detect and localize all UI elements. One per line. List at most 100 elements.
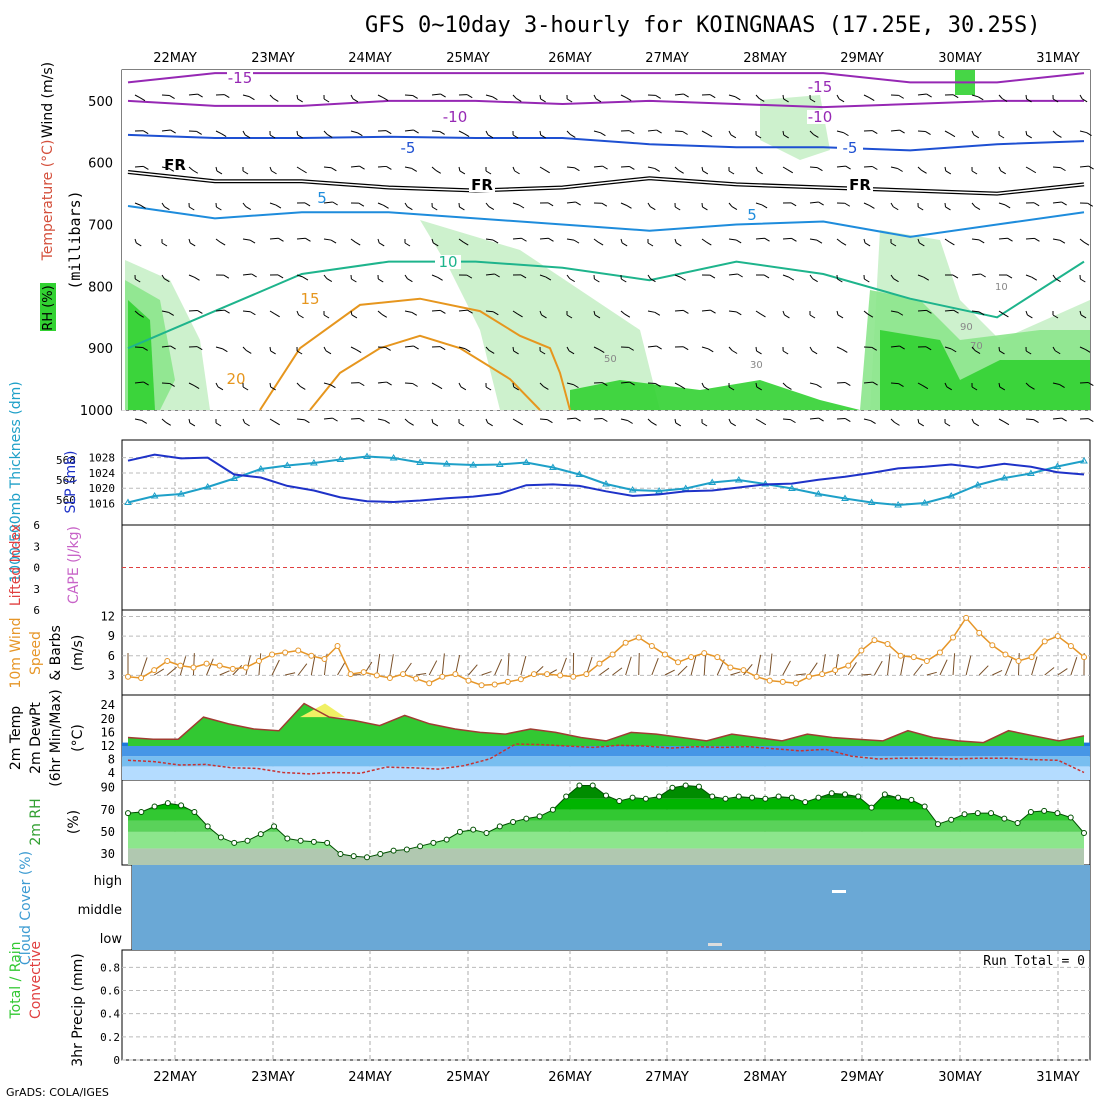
wind10m-marker [1041,638,1048,645]
wind-barb-flag [485,170,492,175]
wind-barb [998,418,1005,423]
date-label-top: 25MAY [446,51,490,66]
wind-barb-flag [439,346,446,351]
wind-barb-flag [892,206,899,211]
wind10m-barb [258,653,262,676]
wind-barb [539,166,545,171]
wind-barb-flag [816,384,822,389]
wind-barb-flag [271,170,277,175]
wind-barb-flag [735,96,741,101]
y-tick-label-temp: 12 [101,739,115,753]
wind10m-barb [887,653,891,676]
wind-barb-flag [654,168,660,172]
wind-barb-flag [926,309,932,314]
wind10m-marker [400,671,407,678]
wind-barb [485,273,495,276]
wind10m-barb [952,653,956,676]
wind10m-marker [845,662,852,669]
wind-barb [917,418,920,424]
wind-barb [674,382,681,387]
wind-barb-flag [1055,278,1061,283]
wind-barb [566,201,576,204]
isotherm-label: FR [164,156,186,174]
wind-barb-flag [598,349,605,353]
wind-barb-flag [731,206,738,210]
wind-barb-flag [326,278,333,283]
wind-barb-flag [655,383,661,387]
wind-barb-flag [300,386,306,390]
wind10m-marker [413,675,420,682]
wind-barb [350,94,354,100]
wind-barb-flag [521,237,527,242]
wind-barb [971,273,981,276]
wind-barb-flag [298,314,304,319]
isotherm-label: -5 [401,139,416,157]
wind-barb [485,418,489,424]
wind-barb-flag [216,206,222,211]
wind-barb [836,310,839,316]
wind-barb-flag [136,242,142,247]
wind-barb-flag [872,381,878,386]
wind-barb [755,382,758,388]
wind-barb [998,310,1004,315]
wind-barb [917,238,920,244]
wind-barb [296,382,301,387]
wind10m-marker [779,678,786,685]
wind-barb-flag [142,347,148,351]
wind10m-barb [1057,668,1068,676]
wind-barb-flag [872,130,878,135]
temperature-warm-area [300,703,345,718]
wind-barb-flag [466,94,473,99]
wind10m-marker [622,639,629,646]
wind10m-marker [1002,651,1009,658]
wind10m-barb [245,655,251,676]
wind-barb-flag [728,170,735,175]
temperature-area [128,703,1084,746]
wind-barb-flag [250,311,256,316]
thickness-marker [363,452,371,459]
wind-barb-flag [980,273,986,278]
isotherm-label: 5 [317,189,327,207]
wind-barb-flag [269,134,276,139]
wind-barb [890,274,894,279]
wind10m-marker [832,667,839,674]
wind-barb [1025,94,1028,100]
thickness-marker [1027,469,1035,476]
wind-barb-flag [946,386,953,391]
y-axis-label-rh-b: (%) [66,810,82,834]
wind-barb-flag [923,276,929,281]
wind-barb-flag [974,206,981,210]
wind-barb [323,274,328,279]
wind-barb [566,382,574,386]
wind-barb [242,310,251,313]
wind-barb-flag [305,237,311,242]
wind-barb-flag [463,133,470,138]
date-label-top: 28MAY [743,51,787,66]
wind-barb-flag [170,129,176,134]
thickness-marker [150,492,159,499]
thickness-marker [575,470,584,477]
wind-barb-flag [517,313,523,318]
wind-barb-flag [1061,201,1067,206]
wind-barb-flag [351,278,357,283]
wind10m-barb [481,671,492,676]
chart-marks: 22MAY 22MAY 23MAY 23MAY 24MAY 24MAY 25MAY 25MAY… [8,51,1094,1085]
wind-barb-flag [784,314,790,319]
wind-barb [647,345,657,348]
thickness-marker [495,460,504,467]
wind10m-barb [441,653,445,676]
wind-barb [404,274,408,279]
thickness-marker [1000,474,1009,481]
wind10m-marker [138,675,145,681]
thickness-marker [389,454,398,461]
wind-barb-flag [813,133,819,138]
wind-barb [647,382,656,385]
isotherm-label: -10 [443,108,468,126]
rh-marker [735,793,742,800]
thickness-marker [947,492,956,499]
thickness-marker [230,474,239,481]
wind-barb-flag [548,237,554,242]
wind-barb-flag [197,310,203,314]
y-tick-label-precip: 0.2 [100,1031,120,1044]
wind-barb [593,238,599,243]
